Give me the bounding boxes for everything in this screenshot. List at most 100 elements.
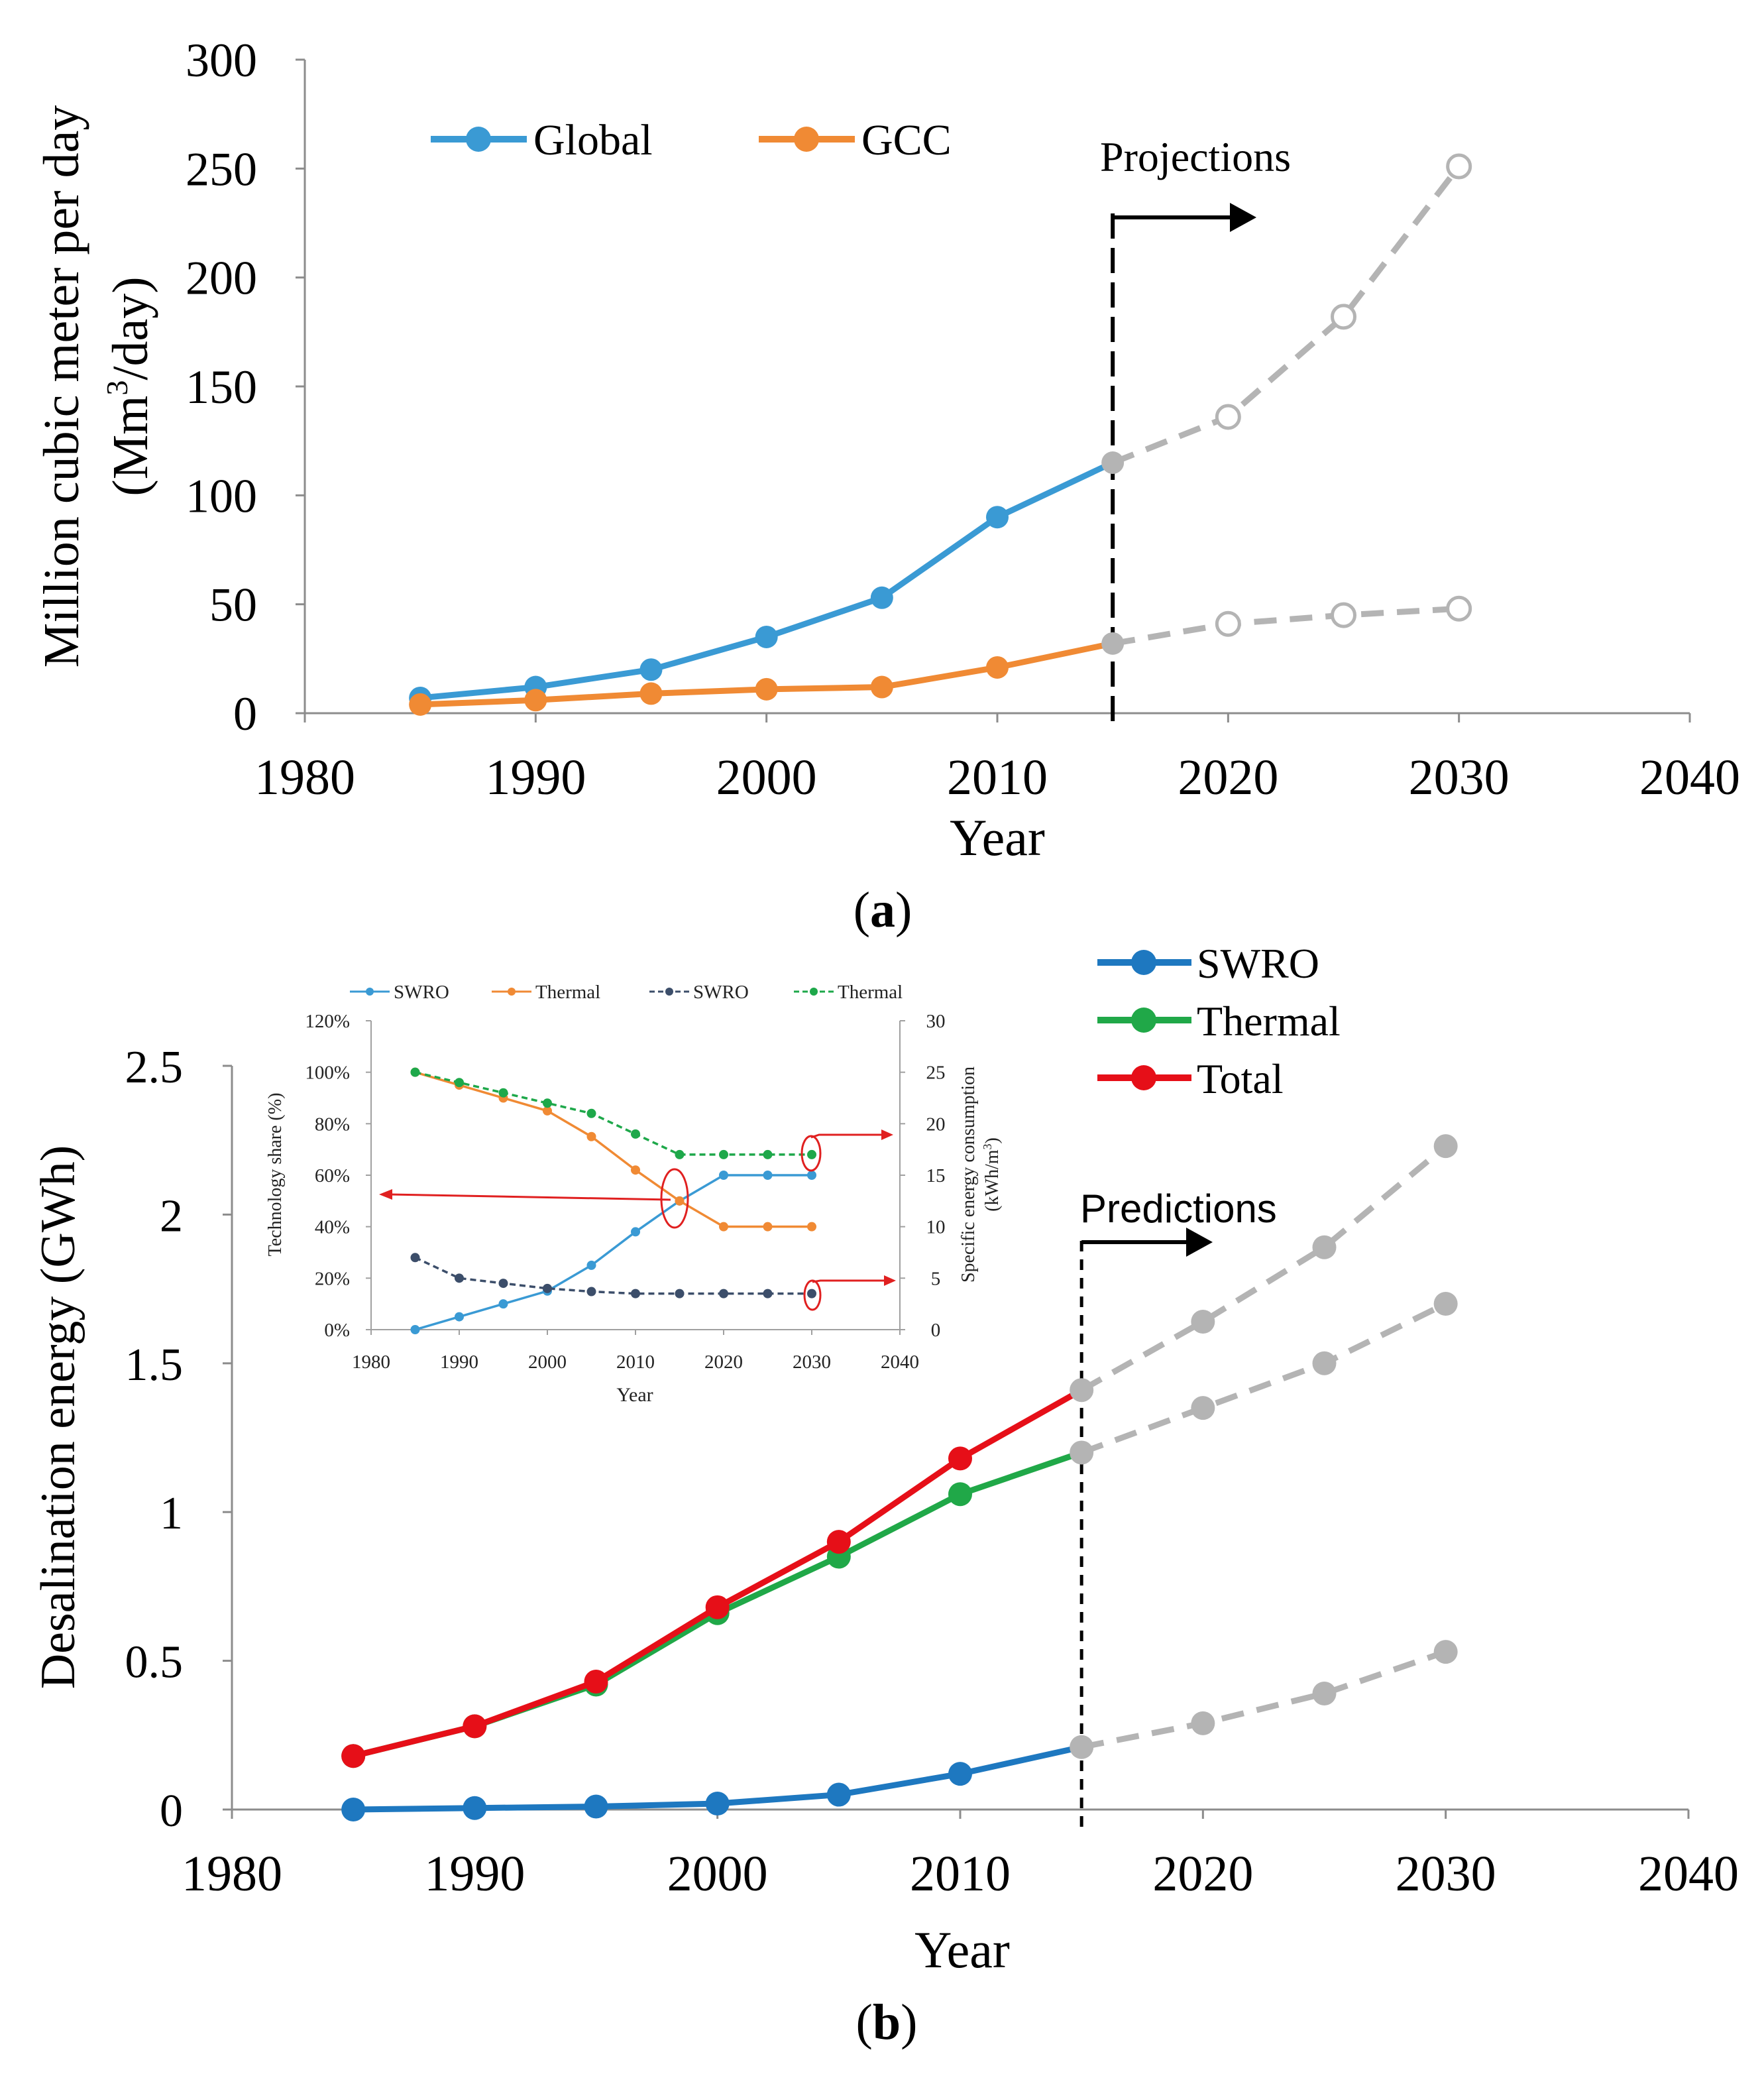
data-point (524, 689, 547, 712)
y-axis-title: Million cubic meter per day (34, 105, 89, 667)
projection-point (1446, 153, 1472, 180)
inset-legend-marker (810, 988, 818, 996)
inset-x-tick-label: 2030 (793, 1352, 831, 1373)
inset-x-tick-label: 1980 (352, 1352, 390, 1373)
inset-series-line (415, 1174, 812, 1331)
projection-arrow-head (1230, 203, 1256, 232)
inset-left-tick-label: 120% (305, 1011, 350, 1032)
projection-point (1312, 1351, 1337, 1375)
inset-arrow-left-head (379, 1189, 392, 1200)
inset-legend-label: SWRO (693, 982, 749, 1003)
inset-data-point (410, 1253, 420, 1263)
inset-data-point (631, 1289, 640, 1298)
x-tick-label: 2020 (1152, 1846, 1253, 1902)
inset-series-line (414, 1256, 812, 1295)
inset-x-tick-label: 2010 (616, 1352, 655, 1373)
projection-point (1312, 1235, 1337, 1259)
x-tick-label: 2010 (910, 1846, 1011, 1902)
inset-left-axis-title: Technology share (%) (265, 1093, 286, 1257)
data-point (755, 625, 778, 648)
y-tick-label: 1.5 (125, 1340, 184, 1391)
inset-data-point (719, 1289, 728, 1298)
inset-data-point (586, 1260, 596, 1270)
inset-data-point (763, 1222, 773, 1232)
data-point (1101, 632, 1125, 655)
inset-left-tick-label: 100% (305, 1063, 350, 1084)
data-point (986, 506, 1009, 529)
projection-point (1191, 1309, 1215, 1334)
inset-data-point (543, 1283, 552, 1293)
panel-a: 0 50 100 150 200 250 300 1980 1990 2000 2010 2020 20… (34, 34, 1740, 938)
inset-arrow-thermal-head (881, 1129, 893, 1140)
inset-legend-marker (508, 988, 516, 996)
data-point (341, 1744, 366, 1768)
inset-data-point (498, 1279, 508, 1289)
x-axis-title: Year (950, 809, 1045, 866)
inset-right-tick-label: 10 (926, 1217, 946, 1238)
inset-legend-label: Thermal (838, 982, 903, 1003)
inset-legend-marker (366, 988, 374, 996)
x-tick-label: 1980 (182, 1846, 282, 1902)
inset-data-point (719, 1222, 728, 1232)
inset-right-tick-label: 0 (931, 1320, 941, 1341)
y-tick-label: 0 (160, 1786, 183, 1837)
projection-point (1331, 602, 1356, 628)
inset-units-part: ) (982, 1137, 1003, 1143)
predictions-label: Predictions (1080, 1186, 1277, 1231)
panel-label-part: ( (854, 882, 870, 938)
inset-arrow-thermal-shaft (810, 1133, 884, 1139)
projection-point (1446, 595, 1472, 622)
inset-data-point (631, 1129, 640, 1139)
inset-right-tick-label: 30 (926, 1011, 946, 1032)
x-tick-label: 2000 (716, 750, 817, 805)
inset-data-point (675, 1196, 685, 1206)
data-point (341, 1798, 366, 1821)
inset-data-point (719, 1149, 728, 1159)
x-tick-label: 2030 (1396, 1846, 1496, 1902)
inset-legend-label: SWRO (394, 982, 449, 1003)
data-point (409, 693, 432, 716)
data-point (1070, 1440, 1094, 1465)
inset-right-axis-title: Specific energy consumption (958, 1066, 979, 1283)
x-tick-label: 2040 (1639, 750, 1740, 805)
inset-data-point (498, 1299, 508, 1309)
legend-label-swro: SWRO (1197, 940, 1319, 987)
inset-x-tick-label: 2040 (881, 1352, 919, 1373)
data-point (948, 1482, 972, 1507)
data-point (870, 586, 893, 609)
inset-left-tick-label: 60% (315, 1165, 350, 1186)
inset-right-tick-label: 25 (926, 1063, 946, 1084)
inset-data-point (455, 1312, 464, 1322)
inset-data-point (498, 1088, 508, 1098)
inset-chart: 0% 20% 40% 60% 80% 100% 120% 0 5 10 15 20 25 30 1980 19… (265, 982, 1003, 1406)
projection-line-thermal (1080, 1300, 1447, 1456)
inset-arrow-swro-head (884, 1275, 896, 1286)
data-point (639, 658, 663, 681)
inset-left-tick-label: 80% (315, 1114, 350, 1135)
legend-label-global: Global (533, 116, 653, 164)
y-tick-label: 0 (233, 687, 257, 740)
panel-label-part: ( (856, 1994, 873, 2050)
data-point (755, 677, 778, 701)
data-point (1070, 1378, 1094, 1403)
x-tick-label: 2030 (1409, 750, 1510, 805)
data-point (705, 1792, 730, 1816)
y-tick-label: 150 (186, 361, 257, 414)
panel-label-part: ) (895, 882, 912, 938)
x-tick-label: 2040 (1638, 1846, 1739, 1902)
data-point (1070, 1735, 1094, 1759)
data-point (986, 656, 1009, 679)
inset-data-point (807, 1171, 816, 1180)
units-superscript: 3 (100, 380, 134, 396)
panel-label-part: a (870, 882, 895, 938)
inset-data-point (675, 1149, 685, 1159)
inset-data-point (586, 1131, 596, 1141)
panel-label-b: (b) (856, 1994, 918, 2050)
data-point (1101, 451, 1125, 475)
inset-data-point (763, 1149, 773, 1159)
y-tick-label: 100 (186, 469, 257, 522)
legend-label-thermal: Thermal (1197, 998, 1341, 1045)
inset-data-point (543, 1106, 552, 1116)
